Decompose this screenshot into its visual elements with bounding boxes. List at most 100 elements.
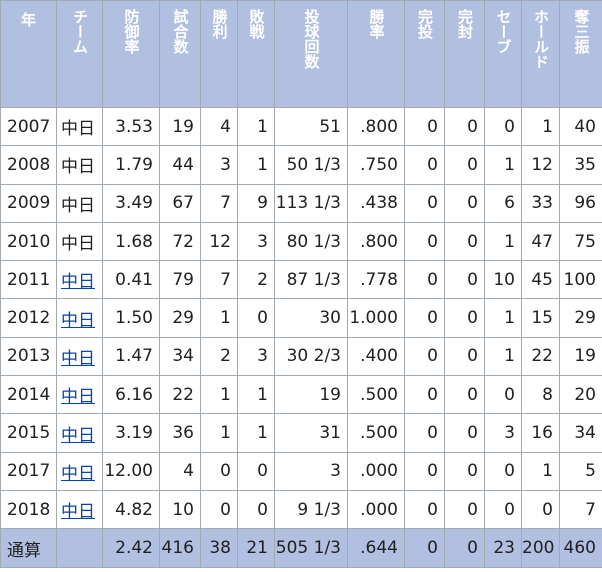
strikeouts-cell: 7 [559, 489, 602, 530]
games-cell: 44 [159, 145, 201, 185]
year-cell: 2013 [0, 336, 57, 377]
total-label: 通算 [0, 528, 57, 569]
era-cell: 1.68 [102, 221, 160, 262]
team-cell: 中日 [56, 375, 103, 415]
team-link[interactable]: 中日 [61, 310, 95, 331]
losses-cell: 0 [237, 489, 275, 530]
team-name: 中日 [61, 234, 95, 255]
innings-cell: 19 [274, 375, 348, 415]
team-cell: 中日 [56, 260, 103, 300]
innings-cell: 30 2/3 [274, 336, 348, 377]
saves-cell: 0 [484, 489, 522, 530]
saves-cell: 0 [484, 106, 522, 147]
header-holds: ホールド [521, 0, 560, 108]
innings-cell: 9 1/3 [274, 489, 348, 530]
era-cell: 3.53 [102, 106, 160, 147]
team-cell: 中日 [56, 106, 103, 147]
header-complete-games: 完投 [404, 0, 445, 108]
year-cell: 2014 [0, 375, 57, 415]
holds-cell: 33 [521, 183, 560, 223]
header-losses: 敗戦 [237, 0, 275, 108]
win-pct-cell: .000 [347, 489, 405, 530]
holds-cell: 45 [521, 260, 560, 300]
saves-cell: 1 [484, 221, 522, 262]
year-cell: 2017 [0, 451, 57, 491]
shutouts-cell: 0 [444, 375, 485, 415]
total-innings: 505 1/3 [274, 528, 348, 569]
table-row: 2017 中日 12.00 4 0 0 3.000 0 0 0 1 5 [0, 451, 602, 491]
team-link[interactable]: 中日 [61, 463, 95, 484]
win-pct-cell: .778 [347, 260, 405, 300]
holds-cell: 0 [521, 489, 560, 530]
shutouts-cell: 0 [444, 106, 485, 147]
wins-cell: 3 [200, 145, 238, 185]
table-row: 2013 中日 1.47 34 2 3 30 2/3.400 0 0 1 22 19 [0, 336, 602, 377]
total-complete-games: 0 [404, 528, 445, 569]
year-cell: 2018 [0, 489, 57, 530]
total-team-cell [56, 528, 103, 569]
era-cell: 1.79 [102, 145, 160, 185]
losses-cell: 1 [237, 145, 275, 185]
team-link[interactable]: 中日 [61, 387, 95, 408]
header-year: 年 [0, 0, 57, 108]
team-link[interactable]: 中日 [61, 425, 95, 446]
losses-cell: 1 [237, 375, 275, 415]
table-body: 2007 中日 3.53 19 4 1 51.800 0 0 0 1 40 2008 中日 1.79 44 3 1… [0, 106, 602, 530]
table-row: 2018 中日 4.82 10 0 0 9 1/3.000 0 0 0 0 7 [0, 489, 602, 530]
team-name: 中日 [61, 195, 95, 216]
shutouts-cell: 0 [444, 298, 485, 338]
header-team: チーム [56, 0, 103, 108]
team-cell: 中日 [56, 413, 103, 453]
table-row: 2010 中日 1.68 72 12 3 80 1/3.800 0 0 1 47 75 [0, 221, 602, 262]
saves-cell: 3 [484, 413, 522, 453]
strikeouts-cell: 5 [559, 451, 602, 491]
team-link[interactable]: 中日 [61, 348, 95, 369]
win-pct-cell: .000 [347, 451, 405, 491]
complete-games-cell: 0 [404, 106, 445, 147]
header-win-pct: 勝率 [347, 0, 405, 108]
header-wins: 勝利 [200, 0, 238, 108]
win-pct-cell: .400 [347, 336, 405, 377]
total-games: 416 [159, 528, 201, 569]
innings-cell: 3 [274, 451, 348, 491]
era-cell: 6.16 [102, 375, 160, 415]
shutouts-cell: 0 [444, 336, 485, 377]
saves-cell: 10 [484, 260, 522, 300]
losses-cell: 0 [237, 298, 275, 338]
team-cell: 中日 [56, 451, 103, 491]
table-row: 2012 中日 1.50 29 1 0 30 1.000 0 0 1 15 29 [0, 298, 602, 338]
complete-games-cell: 0 [404, 451, 445, 491]
strikeouts-cell: 20 [559, 375, 602, 415]
team-link[interactable]: 中日 [61, 272, 95, 293]
total-holds: 200 [521, 528, 560, 569]
shutouts-cell: 0 [444, 145, 485, 185]
team-cell: 中日 [56, 145, 103, 185]
strikeouts-cell: 96 [559, 183, 602, 223]
header-games: 試合数 [159, 0, 201, 108]
losses-cell: 1 [237, 413, 275, 453]
wins-cell: 7 [200, 183, 238, 223]
total-wins: 38 [200, 528, 238, 569]
complete-games-cell: 0 [404, 298, 445, 338]
win-pct-cell: .438 [347, 183, 405, 223]
win-pct-cell: 1.000 [347, 298, 405, 338]
holds-cell: 1 [521, 106, 560, 147]
games-cell: 4 [159, 451, 201, 491]
wins-cell: 1 [200, 413, 238, 453]
games-cell: 29 [159, 298, 201, 338]
team-name: 中日 [61, 119, 95, 140]
saves-cell: 6 [484, 183, 522, 223]
team-cell: 中日 [56, 489, 103, 530]
table-row: 2014 中日 6.16 22 1 1 19.500 0 0 0 8 20 [0, 375, 602, 415]
total-row: 通算 2.42 416 38 21 505 1/3 .644 0 0 23 20… [0, 528, 602, 569]
losses-cell: 1 [237, 106, 275, 147]
team-link[interactable]: 中日 [61, 502, 95, 523]
total-losses: 21 [237, 528, 275, 569]
year-cell: 2009 [0, 183, 57, 223]
games-cell: 79 [159, 260, 201, 300]
win-pct-cell: .500 [347, 413, 405, 453]
year-cell: 2011 [0, 260, 57, 300]
wins-cell: 12 [200, 221, 238, 262]
year-cell: 2012 [0, 298, 57, 338]
